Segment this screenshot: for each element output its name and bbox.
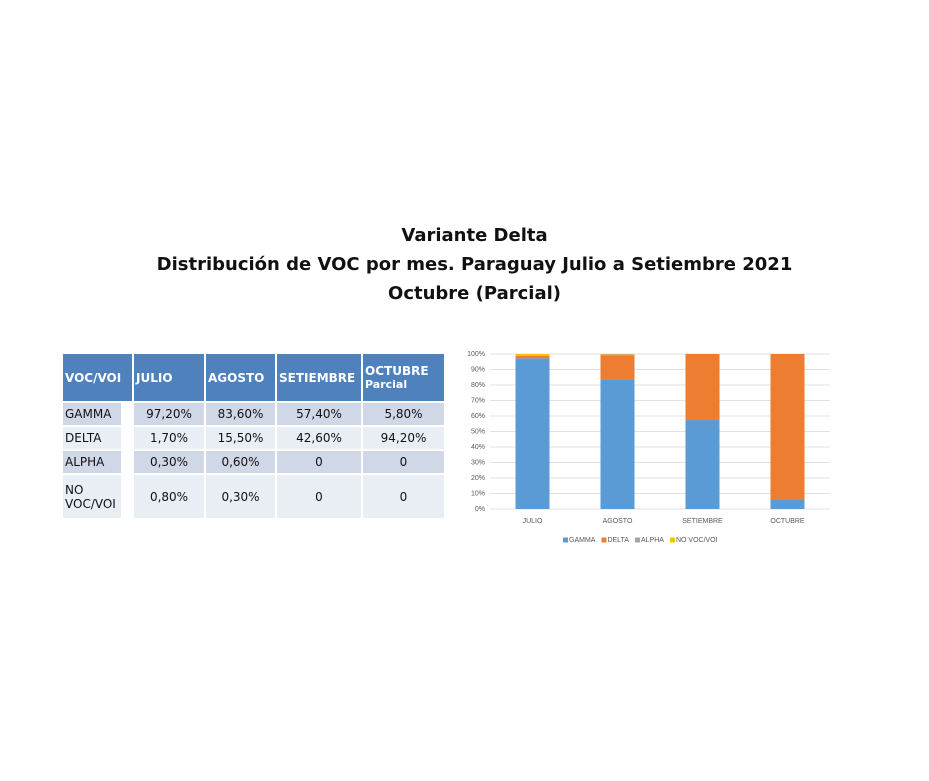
header-cell: VOC/VOI: [62, 353, 133, 402]
legend-swatch: [634, 537, 640, 543]
bar-segment: [770, 500, 805, 509]
legend-label: DELTA: [607, 537, 629, 544]
table-cell: 0,30%: [133, 450, 205, 474]
legend-label: NO VOC/VOI: [676, 537, 718, 544]
legend-label: GAMMA: [569, 537, 596, 544]
bar-segment: [600, 355, 635, 380]
bar-segment: [770, 354, 805, 501]
table-cell: 0,30%: [205, 474, 276, 519]
table-cell: 0: [276, 474, 362, 519]
y-tick-label: 100%: [467, 351, 485, 358]
header-text: AGOSTO: [208, 370, 265, 385]
y-tick-label: 30%: [471, 459, 485, 466]
table-cell: 94,20%: [362, 426, 445, 450]
header-note: Parcial: [365, 378, 408, 391]
x-tick-label: SETIEMBRE: [682, 518, 723, 525]
x-tick-label: AGOSTO: [603, 518, 633, 525]
x-tick-label: JULIO: [523, 518, 543, 525]
table-cell: 42,60%: [276, 426, 362, 450]
legend-swatch: [669, 537, 675, 543]
bar-segment: [515, 358, 550, 509]
header-cell: JULIO: [133, 353, 205, 402]
bar-segment: [600, 354, 635, 356]
row-label: GAMMA: [62, 402, 122, 426]
table-cell: 0: [362, 474, 445, 519]
header-cell: OCTUBRE Parcial: [362, 353, 445, 402]
table-cell: 0,60%: [205, 450, 276, 474]
y-tick-label: 40%: [471, 444, 485, 451]
title-line: Variante Delta: [401, 225, 548, 246]
table-cell: 1,70%: [133, 426, 205, 450]
legend-label: ALPHA: [641, 537, 664, 544]
table-cell: 83,60%: [205, 402, 276, 426]
y-tick-label: 90%: [471, 366, 485, 373]
table-cell: 97,20%: [133, 402, 205, 426]
bar-segment: [515, 354, 550, 356]
y-tick-label: 0%: [475, 506, 485, 513]
bar-segment: [685, 420, 720, 509]
bar-segment: [600, 379, 635, 509]
header-text: OCTUBRE: [365, 364, 429, 378]
y-tick-label: 50%: [471, 428, 485, 435]
header-text: VOC/VOI: [65, 370, 122, 385]
title-line: Octubre (Parcial): [388, 283, 561, 304]
row-label: NO VOC/VOI: [62, 474, 122, 519]
y-tick-label: 60%: [471, 413, 485, 420]
legend-swatch: [563, 537, 568, 543]
y-tick-label: 80%: [471, 382, 485, 389]
table-cell: 5,80%: [362, 402, 445, 426]
header-text: JULIO: [136, 370, 173, 385]
table-cell: 0,80%: [133, 474, 205, 519]
table-cell: 57,40%: [276, 402, 362, 426]
header-text: SETIEMBRE: [279, 370, 356, 385]
y-tick-label: 20%: [471, 475, 485, 482]
table-cell: 0: [276, 450, 362, 474]
legend-swatch: [601, 537, 607, 543]
row-label: DELTA: [62, 426, 122, 450]
table-cell: 15,50%: [205, 426, 276, 450]
header-cell: SETIEMBRE: [276, 353, 362, 402]
x-tick-label: OCTUBRE: [770, 518, 805, 525]
table-cell: 0: [362, 450, 445, 474]
bar-segment: [515, 355, 550, 359]
y-tick-label: 10%: [471, 490, 485, 497]
y-tick-label: 70%: [471, 397, 485, 404]
bar-segment: [685, 354, 720, 421]
row-label: ALPHA: [62, 450, 122, 474]
header-cell: AGOSTO: [205, 353, 276, 402]
title-line: Distribución de VOC por mes. Paraguay Ju…: [156, 254, 793, 275]
